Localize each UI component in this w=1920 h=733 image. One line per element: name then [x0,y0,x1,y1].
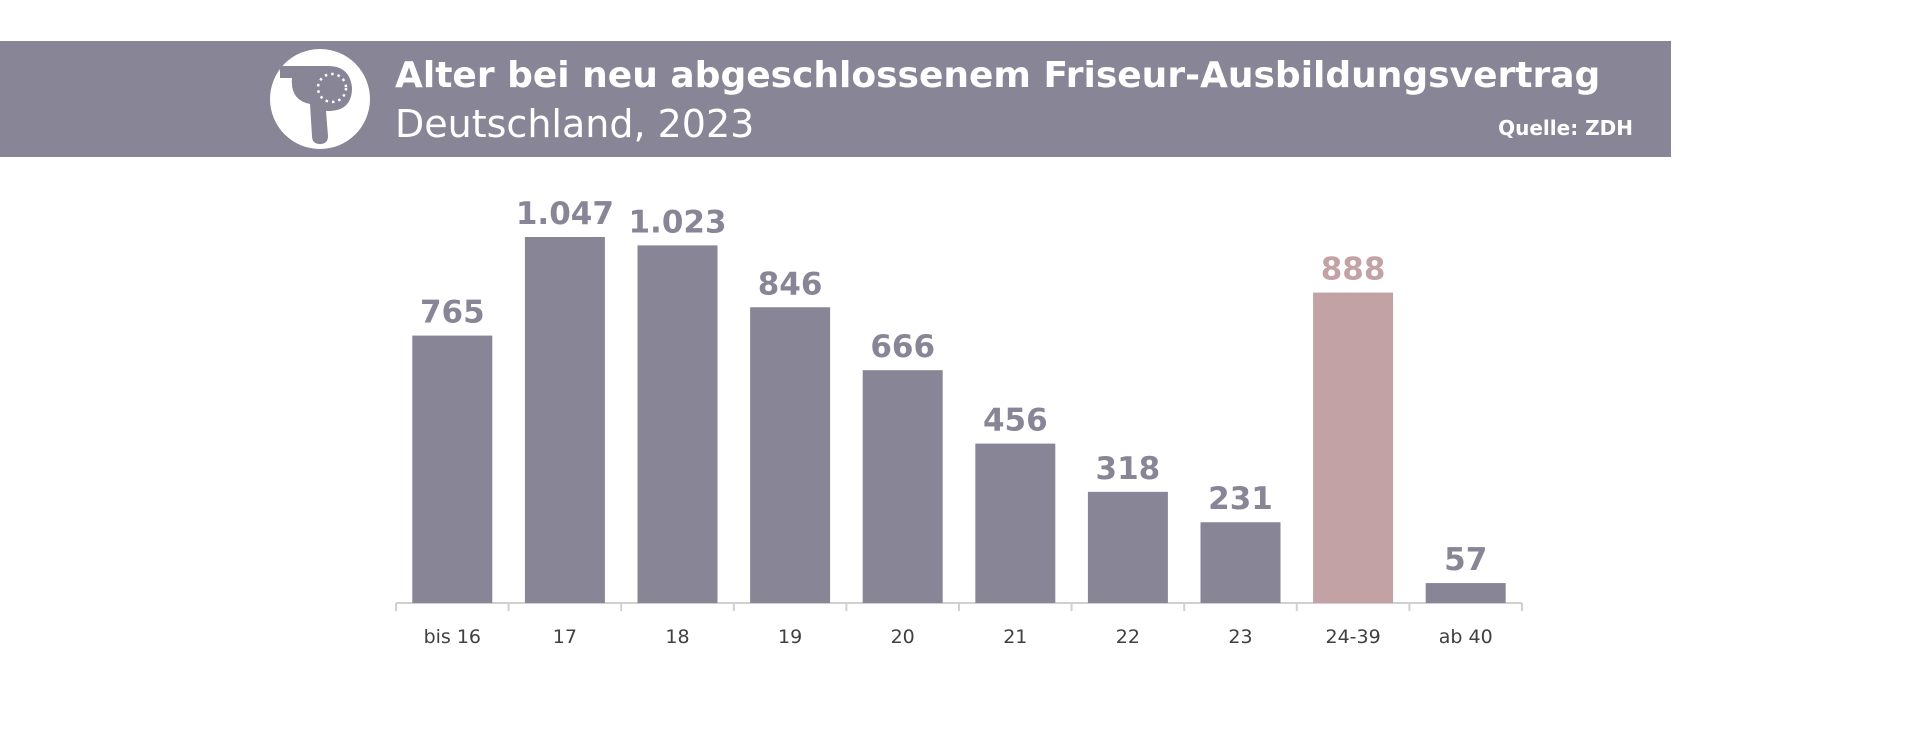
bar-20 [862,370,943,603]
data-label: 1.047 [516,196,614,232]
x-tick-label: ab 40 [1439,626,1493,648]
title-banner: Alter bei neu abgeschlossenem Friseur-Au… [0,41,1671,157]
chart-title: Alter bei neu abgeschlossenem Friseur-Au… [395,55,1601,96]
bar-21 [975,443,1056,603]
data-label: 318 [1096,451,1161,487]
x-tick-label: bis 16 [424,626,481,648]
bar-18 [637,245,718,603]
bar-bis-16 [412,335,493,603]
chart-subtitle: Deutschland, 2023 [395,102,755,146]
bar-22 [1087,491,1168,603]
data-label: 456 [983,403,1048,439]
data-label: 1.023 [628,204,726,240]
x-tick-label: 20 [891,626,915,648]
x-tick-label: 18 [665,626,689,648]
bar-24-39 [1313,292,1394,603]
x-tick-label: 17 [553,626,577,648]
x-tick-label: 22 [1116,626,1140,648]
x-tick-label: 23 [1228,626,1252,648]
x-tick-label: 19 [778,626,802,648]
hair-dryer-icon [270,49,370,149]
source-note: Quelle: ZDH [1498,116,1633,140]
bar-17 [524,237,605,603]
data-label: 846 [758,266,823,302]
x-tick-label: 21 [1003,626,1027,648]
bar-23 [1200,522,1281,603]
data-label: 888 [1321,252,1386,288]
data-label: 765 [420,295,485,331]
data-label: 666 [870,329,935,365]
x-tick-label: 24-39 [1325,626,1380,648]
bar-ab-40 [1425,583,1506,603]
data-label: 231 [1208,481,1273,517]
bar-19 [750,307,831,603]
data-label: 57 [1444,542,1487,578]
